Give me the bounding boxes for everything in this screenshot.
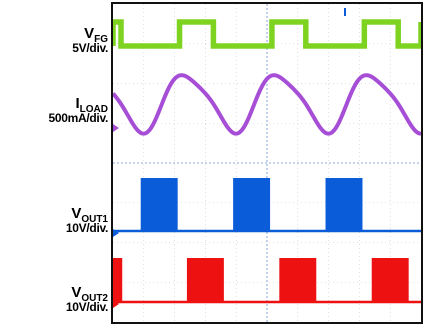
label-vout2: VOUT2 10V/div. [65,284,108,314]
marker-vout2-icon [113,300,119,308]
traces [111,19,423,304]
label-iload: ILOAD 500mA/div. [48,95,109,125]
trace-vout1-burst [325,178,363,231]
screen-border [111,2,423,324]
marker-iload-icon [113,124,119,132]
channel-markers [113,8,346,308]
trace-iload [111,73,422,136]
trace-vout1-burst [233,178,271,231]
marker-vout1-icon [113,229,119,237]
oscilloscope-screen [111,2,423,324]
grid [113,4,421,322]
trace-vout1-burst [140,178,178,231]
label-vfg: VFG 5V/div. [72,25,108,55]
trace-vout2-burst [186,258,224,302]
trace-vout2-burst [113,258,123,302]
trace-vout2-burst [371,258,409,302]
label-vout1: VOUT1 10V/div. [65,205,108,235]
trace-fg [111,19,423,49]
trace-vout2-burst [279,258,317,302]
